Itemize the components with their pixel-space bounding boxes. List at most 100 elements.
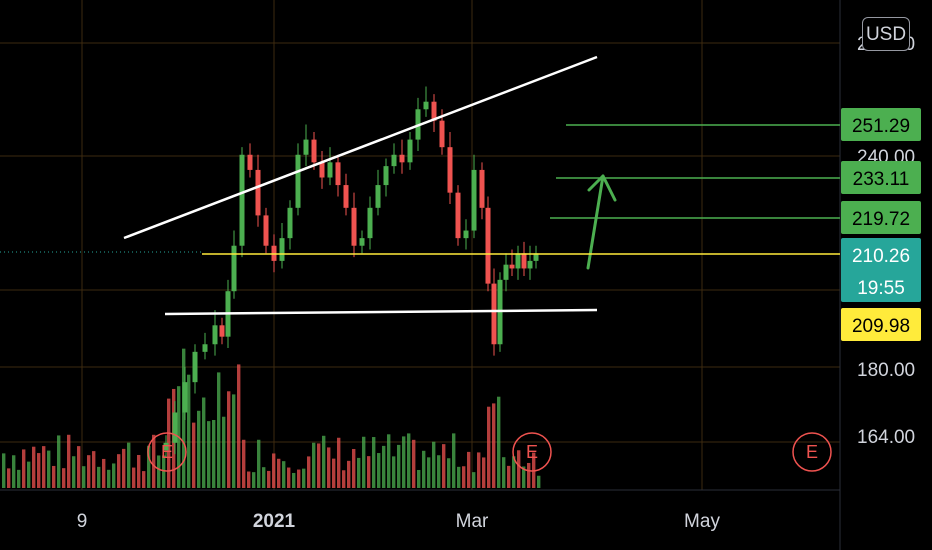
candle-body xyxy=(399,154,405,163)
volume-bar xyxy=(27,461,31,488)
volume-bar xyxy=(337,437,341,488)
volume-bar xyxy=(117,454,121,488)
candle-body xyxy=(172,412,178,443)
volume-bar xyxy=(467,451,471,488)
volume-bars xyxy=(2,348,541,488)
volume-bar xyxy=(142,471,146,488)
candle-body xyxy=(423,101,429,110)
volume-bar xyxy=(437,455,441,488)
volume-bar xyxy=(262,467,266,488)
volume-bar xyxy=(187,374,191,488)
volume-bar xyxy=(167,398,171,488)
volume-bar xyxy=(92,451,96,488)
volume-bar xyxy=(2,453,6,488)
volume-bar xyxy=(427,457,431,488)
volume-bar xyxy=(232,394,236,488)
volume-bar xyxy=(102,458,106,488)
earnings-marker-label: E xyxy=(161,442,173,462)
volume-bar xyxy=(107,469,111,488)
volume-bar xyxy=(482,457,486,488)
volume-bar xyxy=(522,466,526,488)
volume-bar xyxy=(137,454,141,488)
volume-bar xyxy=(402,436,406,488)
upper-trendline xyxy=(123,55,598,240)
candle-body xyxy=(509,264,515,269)
volume-bar xyxy=(42,446,46,488)
volume-bar xyxy=(432,441,436,488)
volume-bar xyxy=(162,455,166,488)
volume-bar xyxy=(462,466,466,488)
level-219-text: 219.72 xyxy=(852,209,910,230)
x-tick-label: May xyxy=(684,511,720,532)
y-tick-label: 164.00 xyxy=(857,427,915,448)
volume-bar xyxy=(257,439,261,488)
volume-bar xyxy=(37,453,41,488)
volume-bar xyxy=(407,433,411,488)
volume-bar xyxy=(222,416,226,488)
volume-bar xyxy=(442,444,446,488)
volume-bar xyxy=(207,421,211,488)
last-price-box xyxy=(841,238,921,302)
candle-body xyxy=(239,154,245,246)
volume-bar xyxy=(422,450,426,488)
volume-bar xyxy=(317,443,321,488)
candle-body xyxy=(521,253,527,269)
up-arrow-head-icon xyxy=(587,174,617,202)
volume-bar xyxy=(397,444,401,488)
volume-bar xyxy=(282,461,286,488)
candle-body xyxy=(247,154,253,170)
price-labels: 251.29 233.11 219.72 210.26 19:55 209.98 xyxy=(841,108,921,341)
volume-bar xyxy=(97,466,101,488)
volume-bar xyxy=(492,403,496,488)
volume-bar xyxy=(472,472,476,488)
volume-bar xyxy=(87,455,91,488)
volume-bar xyxy=(507,465,511,488)
volume-bar xyxy=(342,470,346,488)
volume-bar xyxy=(452,433,456,488)
candle-body xyxy=(295,154,301,208)
volume-bar xyxy=(152,434,156,488)
candle-body xyxy=(375,185,381,208)
volume-bar xyxy=(457,466,461,488)
candle-body xyxy=(335,162,341,186)
x-tick-label: 2021 xyxy=(253,511,296,532)
volume-bar xyxy=(307,456,311,488)
volume-bar xyxy=(292,472,296,488)
candle-body xyxy=(407,139,413,163)
candle-body xyxy=(515,253,521,269)
volume-bar xyxy=(332,458,336,488)
y-tick-label: 180.00 xyxy=(857,360,915,381)
volume-bar xyxy=(157,455,161,488)
support-price-box xyxy=(841,308,921,341)
candle-body xyxy=(212,325,218,345)
volume-bar xyxy=(487,406,491,488)
level-233-text: 233.11 xyxy=(853,169,910,190)
volume-bar xyxy=(497,396,501,488)
volume-bar xyxy=(537,475,541,488)
volume-bar xyxy=(247,471,251,488)
volume-bar xyxy=(382,445,386,488)
volume-bar xyxy=(47,450,51,488)
volume-bar xyxy=(112,463,116,488)
volume-bar xyxy=(217,372,221,488)
volume-bar xyxy=(517,450,521,488)
candle-body xyxy=(219,325,225,337)
volume-bar xyxy=(242,439,246,488)
volume-bar xyxy=(277,458,281,488)
volume-bar xyxy=(287,467,291,488)
volume-bar xyxy=(527,462,531,488)
volume-bar xyxy=(62,468,66,488)
volume-bar xyxy=(252,472,256,488)
volume-bar xyxy=(357,457,361,488)
volume-bar xyxy=(132,467,136,488)
x-axis: 9 2021 Mar May xyxy=(77,511,721,532)
volume-bar xyxy=(297,469,301,488)
currency-button[interactable]: USD xyxy=(862,17,910,51)
volume-bar xyxy=(272,453,276,488)
volume-bar xyxy=(32,446,36,488)
candle-body xyxy=(479,169,485,208)
candle-body xyxy=(192,351,198,383)
volume-bar xyxy=(82,466,86,488)
volume-bar xyxy=(387,434,391,488)
